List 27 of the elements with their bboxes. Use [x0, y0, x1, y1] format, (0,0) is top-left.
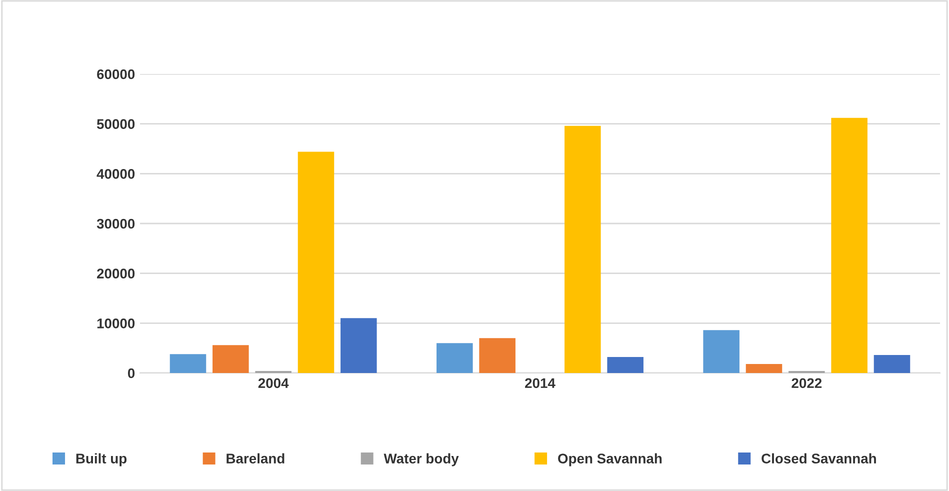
x-tick-label: 2014: [525, 378, 556, 388]
bar: [607, 357, 644, 373]
bar: [436, 343, 473, 373]
y-tick-label: 40000: [96, 169, 135, 179]
y-tick-label: 20000: [97, 268, 135, 279]
bar: [170, 354, 206, 373]
bar: [746, 364, 782, 373]
bar: [874, 355, 910, 373]
bar: [703, 330, 740, 373]
legend-label: Open Savannah: [558, 453, 662, 466]
bar: [340, 318, 377, 373]
y-tick-label: 30000: [96, 218, 135, 229]
bar: [479, 338, 516, 373]
bar: [298, 152, 334, 373]
x-tick-label: 2022: [792, 378, 822, 388]
legend-label: Bareland: [226, 453, 284, 464]
legend-label: Built up: [76, 453, 127, 466]
bar: [564, 126, 601, 373]
y-tick-label: 50000: [96, 119, 135, 130]
legend-label: Water body: [384, 453, 459, 466]
y-tick-label: 60000: [97, 69, 135, 80]
bar: [831, 118, 868, 373]
x-tick-label: 2004: [258, 378, 289, 388]
y-tick-label: 0: [128, 368, 135, 378]
y-tick-label: 10000: [97, 318, 135, 328]
legend-label: Closed Savannah: [762, 453, 876, 464]
bar: [212, 345, 249, 373]
